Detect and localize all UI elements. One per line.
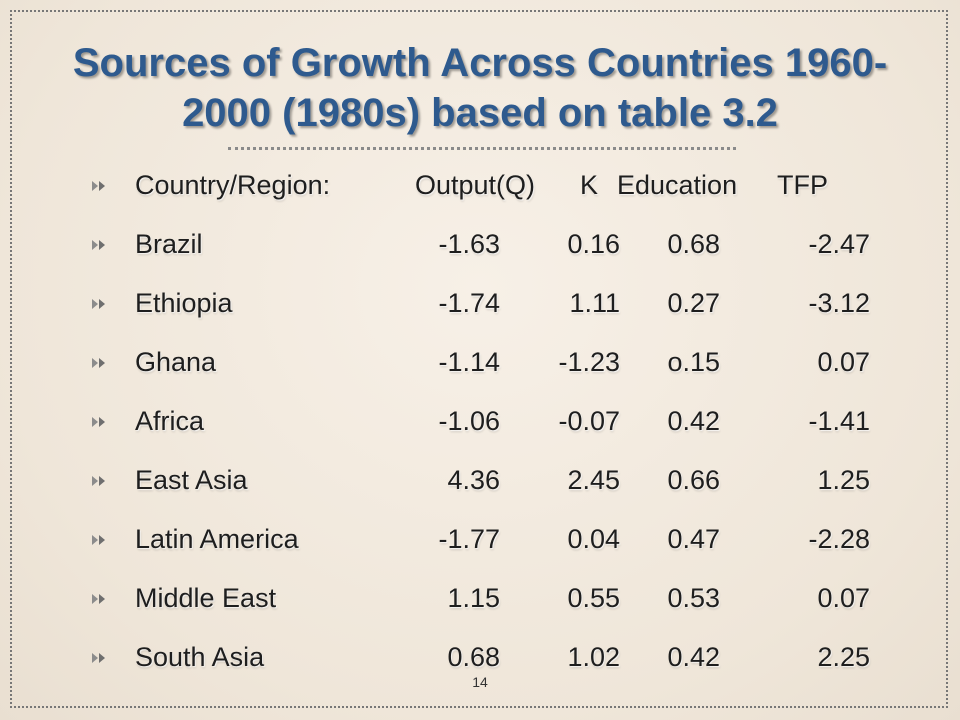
table-row: South Asia 0.68 1.02 0.42 2.25 — [0, 638, 960, 678]
table-row: Africa -1.06 -0.07 0.42 -1.41 — [0, 402, 960, 442]
header-tfp: TFP — [777, 170, 828, 200]
row-education: o.15 — [667, 347, 720, 377]
row-k: 1.11 — [569, 288, 620, 318]
row-output: 0.68 — [447, 642, 500, 672]
double-arrow-bullet-icon — [92, 476, 105, 486]
double-arrow-bullet-icon — [92, 594, 105, 604]
double-arrow-bullet-icon — [92, 653, 105, 663]
row-country: Latin America — [135, 524, 299, 554]
row-tfp: -3.12 — [808, 288, 870, 318]
row-k: 0.16 — [567, 229, 620, 259]
row-k: 0.04 — [567, 524, 620, 554]
row-country: East Asia — [135, 465, 248, 495]
row-output: -1.14 — [438, 347, 500, 377]
row-education: 0.47 — [667, 524, 720, 554]
row-country: Middle East — [135, 583, 277, 613]
table-row: Ethiopia -1.74 1.11 0.27 -3.12 — [0, 284, 960, 324]
row-tfp: 1.25 — [817, 465, 870, 495]
slide-border — [10, 10, 948, 708]
double-arrow-bullet-icon — [92, 417, 105, 427]
row-k: 1.02 — [567, 642, 620, 672]
row-output: -1.06 — [438, 406, 500, 436]
table-row: Ghana -1.14 -1.23 o.15 0.07 — [0, 343, 960, 383]
row-education: 0.42 — [667, 642, 720, 672]
slide-title: Sources of Growth Across Countries 1960-… — [40, 38, 920, 138]
row-country: Ethiopia — [135, 288, 233, 318]
row-k: -0.07 — [558, 406, 620, 436]
header-country: Country/Region: — [135, 170, 331, 200]
double-arrow-bullet-icon — [92, 299, 105, 309]
header-output: Output(Q) — [415, 170, 536, 200]
row-tfp: 0.07 — [817, 583, 870, 613]
double-arrow-bullet-icon — [92, 181, 105, 191]
row-output: -1.63 — [438, 229, 500, 259]
row-tfp: -2.28 — [808, 524, 870, 554]
double-arrow-bullet-icon — [92, 535, 105, 545]
page-number: 14 — [472, 674, 488, 690]
row-education: 0.42 — [667, 406, 720, 436]
row-education: 0.66 — [667, 465, 720, 495]
row-tfp: -2.47 — [808, 229, 870, 259]
title-line-2: 2000 (1980s) based on table 3.2 — [182, 91, 778, 135]
row-tfp: 2.25 — [817, 642, 870, 672]
row-k: 0.55 — [567, 583, 620, 613]
row-country: South Asia — [135, 642, 265, 672]
double-arrow-bullet-icon — [92, 358, 105, 368]
title-underline — [228, 147, 736, 150]
table-header-row: Country/Region: Output(Q) K Education TF… — [0, 166, 960, 206]
table-row: Latin America -1.77 0.04 0.47 -2.28 — [0, 520, 960, 560]
header-education: Education — [617, 170, 738, 200]
row-tfp: 0.07 — [817, 347, 870, 377]
row-country: Africa — [135, 406, 205, 436]
row-country: Ghana — [135, 347, 217, 377]
table-row: East Asia 4.36 2.45 0.66 1.25 — [0, 461, 960, 501]
row-output: -1.74 — [438, 288, 500, 318]
table-row: Middle East 1.15 0.55 0.53 0.07 — [0, 579, 960, 619]
row-k: -1.23 — [558, 347, 620, 377]
row-education: 0.68 — [667, 229, 720, 259]
header-k: K — [580, 170, 599, 200]
table-row: Brazil -1.63 0.16 0.68 -2.47 — [0, 225, 960, 265]
row-output: 4.36 — [447, 465, 500, 495]
double-arrow-bullet-icon — [92, 240, 105, 250]
row-tfp: -1.41 — [808, 406, 870, 436]
row-education: 0.27 — [667, 288, 720, 318]
title-line-1: Sources of Growth Across Countries 1960- — [72, 41, 888, 85]
row-country: Brazil — [135, 229, 203, 259]
row-education: 0.53 — [667, 583, 720, 613]
row-k: 2.45 — [567, 465, 620, 495]
row-output: -1.77 — [438, 524, 500, 554]
row-output: 1.15 — [447, 583, 500, 613]
